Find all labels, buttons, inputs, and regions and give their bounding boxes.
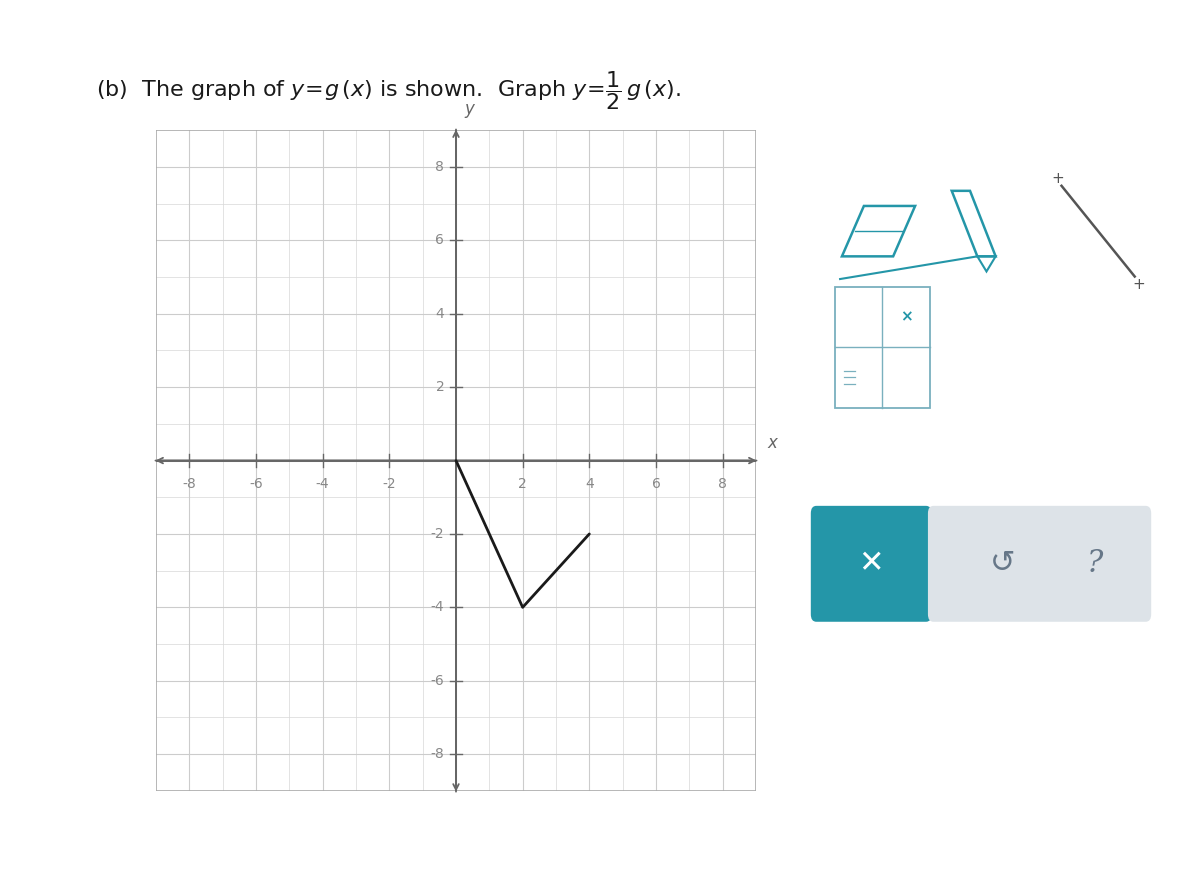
Text: 4: 4 bbox=[436, 307, 444, 321]
Text: 8: 8 bbox=[436, 160, 444, 174]
Text: ↺: ↺ bbox=[990, 549, 1015, 578]
Bar bbox=[156, 130, 756, 791]
Text: (b)  The graph of $y\!=\!g\,\left(x\right)$ is shown.  Graph $y\!=\!\dfrac{1}{2}: (b) The graph of $y\!=\!g\,\left(x\right… bbox=[96, 70, 682, 112]
Text: 2: 2 bbox=[436, 381, 444, 395]
Text: 4: 4 bbox=[584, 477, 594, 491]
Text: -8: -8 bbox=[182, 477, 197, 491]
Text: +: + bbox=[1051, 170, 1064, 186]
Text: +: + bbox=[1132, 276, 1145, 292]
Text: ?: ? bbox=[1086, 548, 1103, 580]
Text: y: y bbox=[464, 100, 474, 117]
FancyBboxPatch shape bbox=[811, 506, 931, 622]
Text: 6: 6 bbox=[436, 234, 444, 248]
Text: -6: -6 bbox=[431, 673, 444, 687]
Text: -4: -4 bbox=[431, 600, 444, 614]
Text: -8: -8 bbox=[431, 747, 444, 761]
FancyBboxPatch shape bbox=[835, 287, 930, 408]
Text: ×: × bbox=[900, 309, 912, 324]
Text: -2: -2 bbox=[383, 477, 396, 491]
Text: -2: -2 bbox=[431, 527, 444, 541]
FancyBboxPatch shape bbox=[928, 506, 1151, 622]
FancyBboxPatch shape bbox=[788, 118, 1174, 647]
Text: 6: 6 bbox=[652, 477, 660, 491]
Text: -4: -4 bbox=[316, 477, 330, 491]
Text: 8: 8 bbox=[719, 477, 727, 491]
Text: ✕: ✕ bbox=[858, 549, 884, 578]
Text: -6: -6 bbox=[250, 477, 263, 491]
Text: x: x bbox=[768, 434, 778, 452]
Text: 2: 2 bbox=[518, 477, 527, 491]
